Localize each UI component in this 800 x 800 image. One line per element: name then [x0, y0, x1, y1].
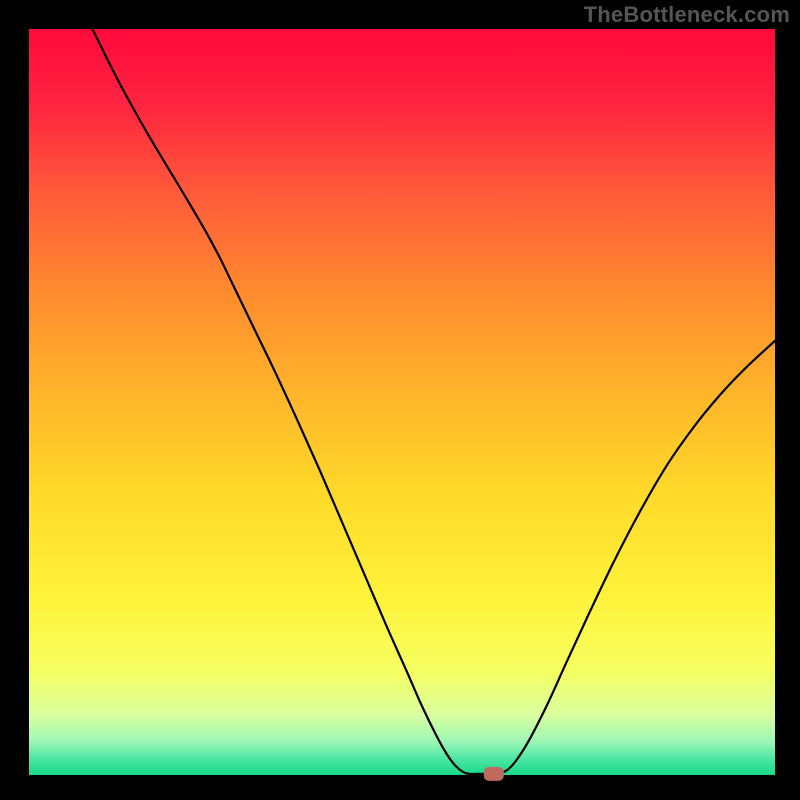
bottleneck-plot	[0, 0, 800, 800]
stage: TheBottleneck.com	[0, 0, 800, 800]
watermark-label: TheBottleneck.com	[584, 2, 790, 28]
optimal-marker	[484, 767, 504, 781]
